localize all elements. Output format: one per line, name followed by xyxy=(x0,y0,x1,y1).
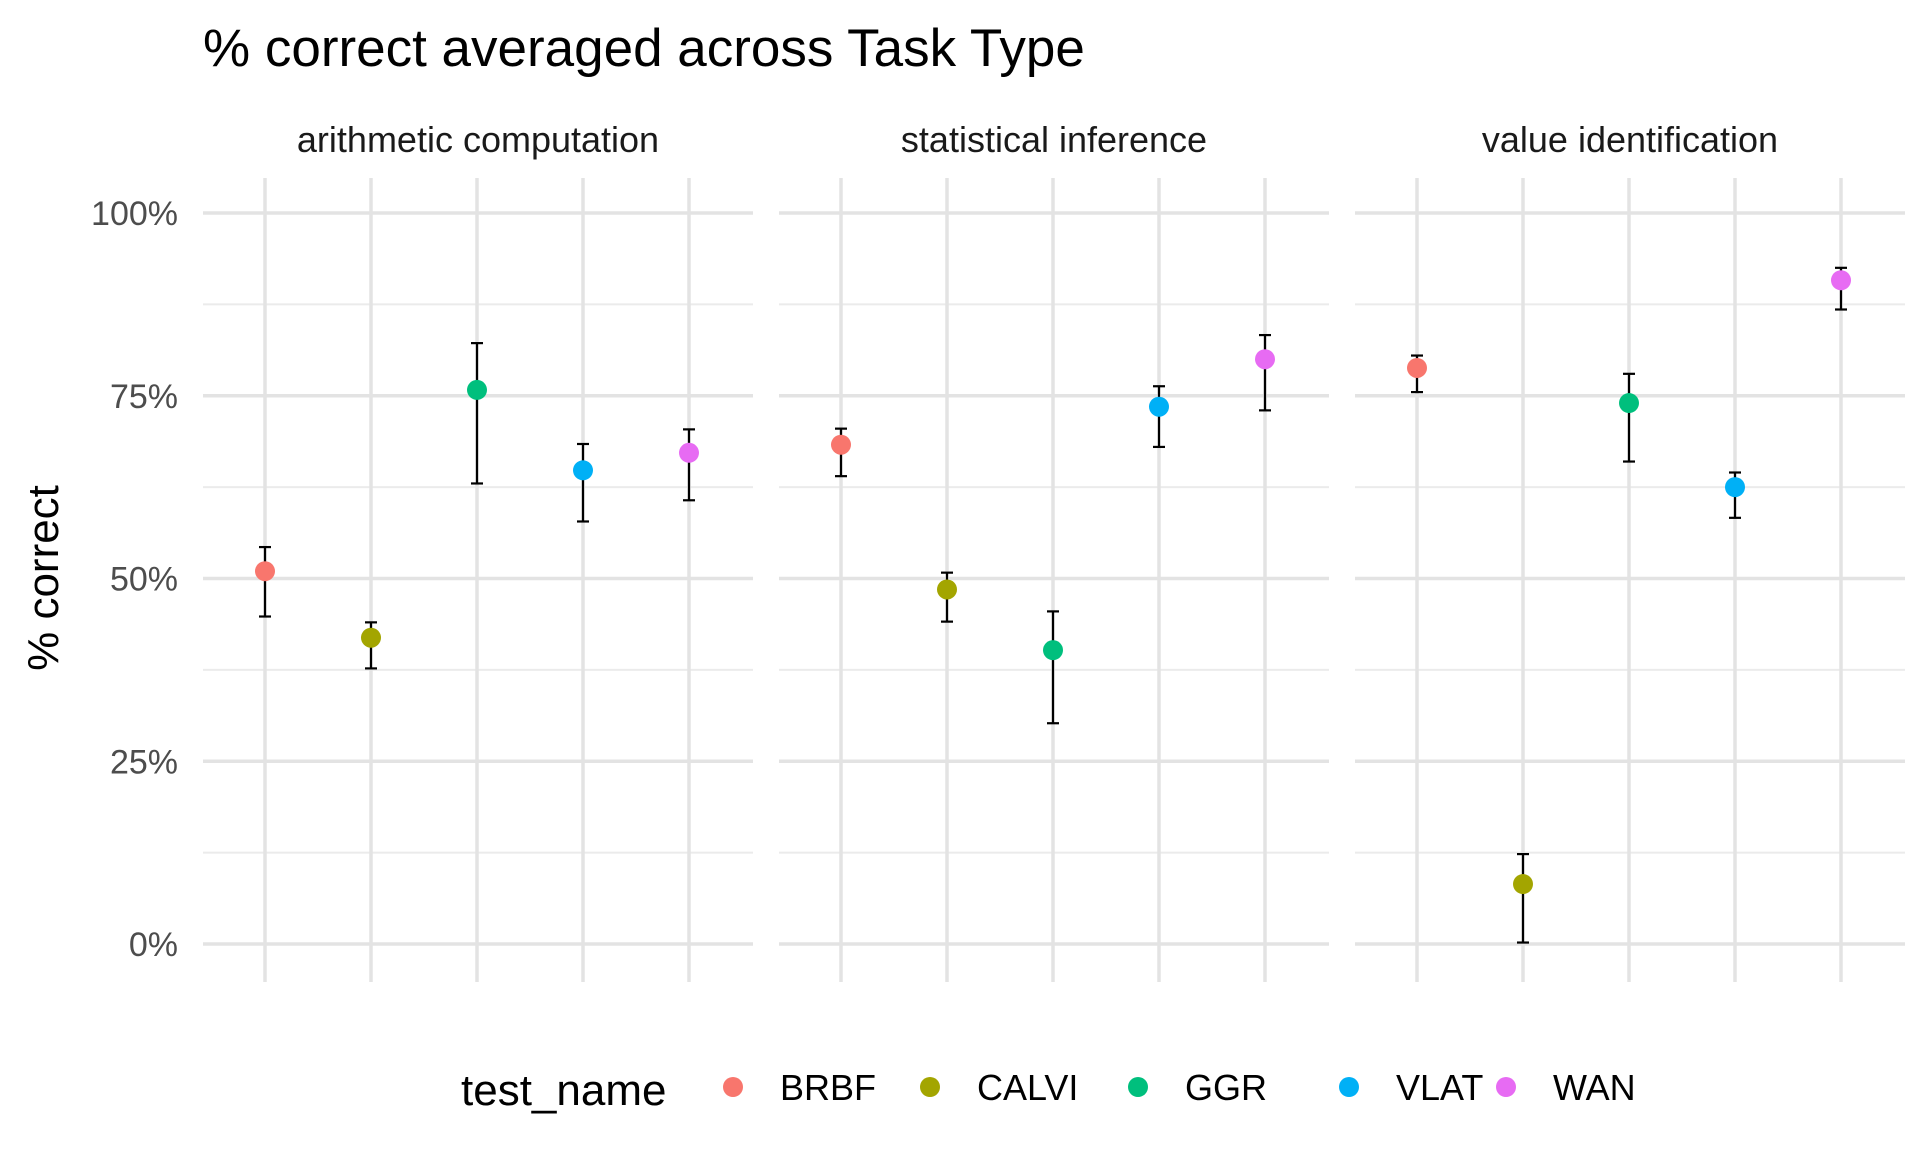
data-point-calvi xyxy=(1513,874,1533,895)
error-bar xyxy=(1259,333,1271,412)
error-bar xyxy=(1623,372,1635,463)
y-tick-label: 25% xyxy=(110,743,178,781)
legend-item: GGR xyxy=(1128,1067,1267,1108)
facet-panel: statistical inference xyxy=(779,119,1329,982)
y-tick-label: 75% xyxy=(110,378,178,416)
error-bar xyxy=(577,442,589,523)
facet-panel: arithmetic computation xyxy=(203,119,753,982)
legend-label: VLAT xyxy=(1396,1067,1483,1108)
legend-label: WAN xyxy=(1553,1067,1636,1108)
chart-title: % correct averaged across Task Type xyxy=(203,19,1085,78)
legend: test_name BRBF CALVI GGR VLAT WAN xyxy=(461,1066,1636,1115)
facet-strip-label: statistical inference xyxy=(901,119,1207,160)
data-point-vlat xyxy=(1149,396,1169,417)
error-bar xyxy=(259,545,271,618)
facet-strip-label: arithmetic computation xyxy=(297,119,659,160)
data-point-brbf xyxy=(1407,357,1427,378)
data-point-wan xyxy=(1831,270,1851,291)
legend-entries: BRBF CALVI GGR VLAT WAN xyxy=(723,1067,1636,1108)
y-tick-label: 100% xyxy=(91,195,178,233)
data-point-wan xyxy=(679,442,699,463)
data-point-ggr xyxy=(1043,640,1063,661)
y-tick-label: 0% xyxy=(129,926,178,964)
facet-panel: value identification xyxy=(1355,119,1905,982)
error-bar xyxy=(1517,852,1529,944)
legend-key xyxy=(920,1077,940,1097)
legend-label: BRBF xyxy=(780,1067,876,1108)
data-point-brbf xyxy=(831,434,851,455)
data-point-ggr xyxy=(1619,393,1639,414)
data-point-brbf xyxy=(255,561,275,582)
y-axis-label: % correct xyxy=(19,485,68,671)
legend-item: BRBF xyxy=(723,1067,876,1108)
data-point-ggr xyxy=(467,379,487,400)
y-tick-labels: 0% 25% 50% 75% 100% xyxy=(91,195,178,964)
legend-key xyxy=(1496,1077,1516,1097)
legend-label: CALVI xyxy=(977,1067,1078,1108)
legend-item: CALVI xyxy=(920,1067,1078,1108)
legend-item: WAN xyxy=(1496,1067,1636,1108)
legend-label: GGR xyxy=(1185,1067,1267,1108)
legend-item: VLAT xyxy=(1339,1067,1483,1108)
data-point-wan xyxy=(1255,349,1275,370)
error-bar xyxy=(1047,610,1059,725)
legend-title: test_name xyxy=(461,1066,666,1115)
data-point-calvi xyxy=(361,627,381,648)
data-point-vlat xyxy=(573,460,593,481)
facet-strip-label: value identification xyxy=(1482,119,1778,160)
legend-key xyxy=(1128,1077,1148,1097)
legend-key xyxy=(1339,1077,1359,1097)
facet-panels: arithmetic computation statistical infere… xyxy=(203,119,1905,982)
legend-key xyxy=(723,1077,743,1097)
error-bar xyxy=(471,342,483,485)
data-point-calvi xyxy=(937,579,957,600)
error-bar xyxy=(683,428,695,502)
y-tick-label: 50% xyxy=(110,561,178,599)
data-point-vlat xyxy=(1725,477,1745,498)
